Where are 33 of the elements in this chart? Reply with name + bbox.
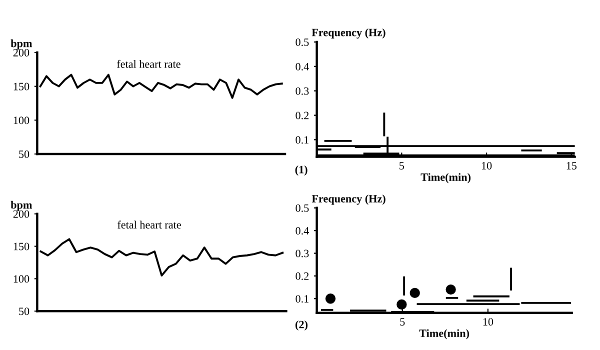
y-tick-label: 0.1 <box>296 295 308 303</box>
y-tick-label: 100 <box>14 275 30 283</box>
y-tick-label: 0.2 <box>296 272 309 280</box>
y-tick-label: 0.5 <box>296 204 309 212</box>
x-tick-label: 10 <box>483 318 494 326</box>
y-tick-label: 150 <box>14 242 30 250</box>
y-axis-title: Frequency (Hz) <box>312 194 386 205</box>
y-tick-label: 200 <box>13 210 30 218</box>
y-tick-label: 50 <box>19 150 30 158</box>
y-axis-title: Frequency (Hz) <box>312 28 386 39</box>
y-tick-label: 0.3 <box>296 250 309 258</box>
y-tick-label: 0.3 <box>296 87 309 95</box>
x-tick-label: 5 <box>400 162 404 170</box>
y-tick-label: 0.4 <box>296 62 309 70</box>
x-tick-label: 5 <box>400 318 405 326</box>
y-axis-title: bpm <box>10 200 32 211</box>
x-axis-title: Time(min) <box>420 173 471 184</box>
y-tick-label: 200 <box>13 48 30 56</box>
y-tick-label: 150 <box>14 82 30 90</box>
y-tick-label: 0.1 <box>296 136 308 144</box>
y-tick-label: 50 <box>19 308 30 316</box>
y-tick-label: 0.2 <box>296 112 309 120</box>
y-axis-title: bpm <box>10 39 32 50</box>
y-tick-label: 0.4 <box>296 227 309 235</box>
text: fetal heart rate <box>116 60 180 68</box>
text: (2) <box>296 320 308 331</box>
text: (1) <box>295 166 308 176</box>
y-tick-label: 100 <box>14 116 30 124</box>
y-tick-label: 0.5 <box>296 38 309 46</box>
x-tick-label: 10 <box>482 162 492 170</box>
x-axis-title: Time(min) <box>419 329 470 340</box>
chart-title: fetal heart rate <box>118 220 181 229</box>
x-tick-label: 15 <box>566 162 577 170</box>
